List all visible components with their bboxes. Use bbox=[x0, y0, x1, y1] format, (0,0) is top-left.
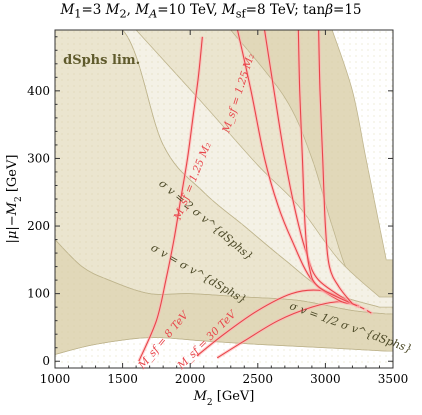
red-curve-4 bbox=[236, 30, 353, 305]
red-curve-8 bbox=[352, 303, 373, 315]
red-curve-6 bbox=[297, 30, 353, 305]
y-tick-label: 200 bbox=[27, 219, 50, 233]
x-tick-label: 2500 bbox=[243, 372, 274, 386]
y-tick-label: 100 bbox=[27, 287, 50, 301]
x-tick-label: 3500 bbox=[378, 372, 409, 386]
red-curve-3 bbox=[138, 36, 203, 362]
y-axis-label: |μ|−M2 [GeV] bbox=[5, 155, 24, 244]
chart-title: M1=3 M2, MA=10 TeV, Msf=8 TeV; tanβ=15 bbox=[60, 2, 362, 21]
x-axis-label: M2 [GeV] bbox=[193, 389, 255, 408]
y-tick-label: 300 bbox=[27, 151, 50, 165]
y-tick-label: 400 bbox=[27, 84, 50, 98]
band-texture bbox=[55, 30, 393, 368]
red-curve-7 bbox=[318, 30, 353, 305]
x-tick-label: 1000 bbox=[40, 372, 71, 386]
x-tick-label: 2000 bbox=[175, 372, 206, 386]
x-tick-label: 3000 bbox=[310, 372, 341, 386]
legend-dsphs-limit: dSphs lim. bbox=[63, 53, 140, 68]
y-tick-label: 0 bbox=[42, 354, 50, 368]
x-tick-label: 1500 bbox=[107, 372, 138, 386]
plot-area bbox=[55, 30, 393, 368]
red-curve-5 bbox=[264, 30, 353, 305]
